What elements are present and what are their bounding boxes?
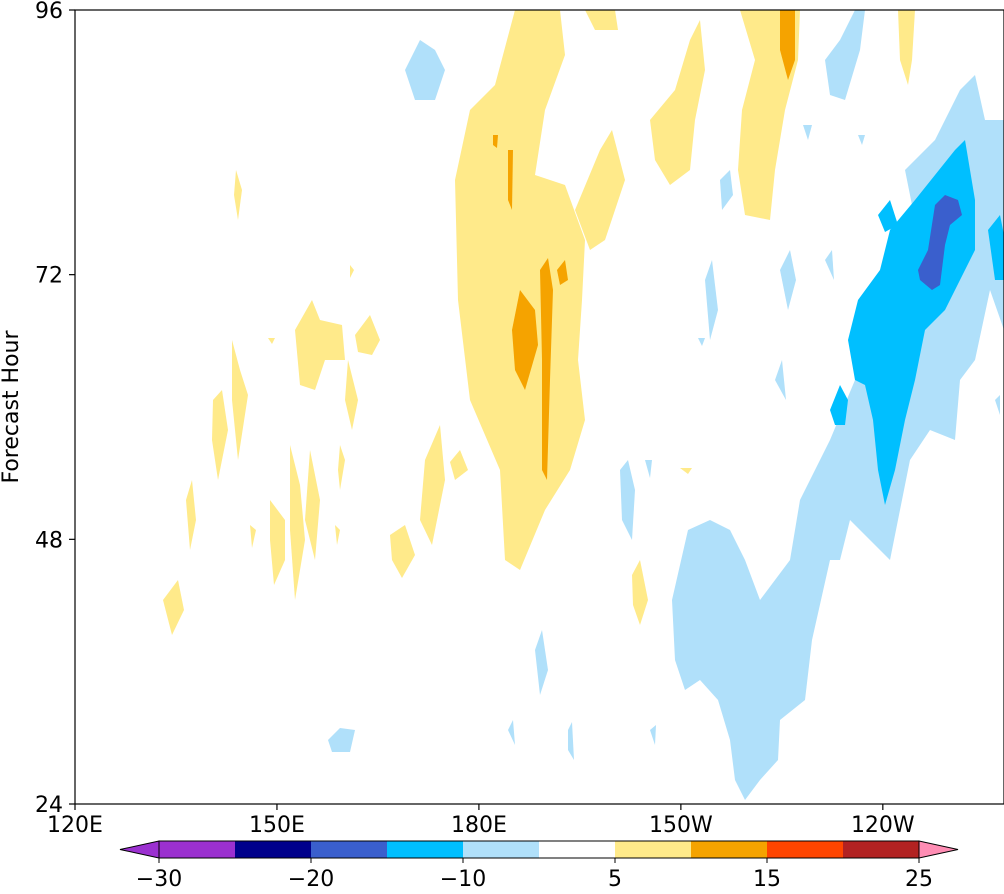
contour-negative-20-15 — [918, 195, 962, 290]
x-tick-label: 120E — [47, 813, 103, 838]
plot-frame — [74, 9, 1004, 805]
y-tick-label: 24 — [35, 793, 63, 818]
contour-positive-10-15 — [493, 10, 795, 480]
colorbar-bin — [463, 841, 540, 858]
colorbar-bin — [387, 841, 464, 858]
y-tick-label: 96 — [35, 0, 63, 24]
y-axis: 24 48 72 96 — [35, 0, 75, 818]
colorbar-bin — [843, 841, 920, 858]
colorbar-bin — [691, 841, 768, 858]
colorbar-bin — [615, 841, 692, 858]
y-tick-label: 72 — [35, 264, 63, 289]
colorbar-tick-label: −20 — [288, 867, 334, 892]
contour-positive-5-10 — [163, 10, 915, 635]
colorbar-tick-label: −10 — [440, 867, 486, 892]
y-tick-label: 48 — [35, 528, 63, 553]
colorbar: −30 −20 −10 5 15 25 — [119, 840, 959, 892]
colorbar-tick-label: 15 — [753, 867, 781, 892]
colorbar-bin — [235, 841, 312, 858]
colorbar-bin — [767, 841, 844, 858]
contour-fills — [163, 10, 1004, 800]
colorbar-tick-label: 5 — [608, 867, 622, 892]
colorbar-extend-min — [119, 840, 160, 859]
x-tick-label: 120W — [851, 813, 915, 838]
colorbar-tick-label: 25 — [905, 867, 933, 892]
colorbar-bin — [159, 841, 236, 858]
x-axis: 120E 150E 180E 150W 120W — [47, 804, 915, 838]
colorbar-tick-label: −30 — [136, 867, 182, 892]
y-axis-label: Forecast Hour — [0, 330, 24, 484]
x-tick-label: 150W — [649, 813, 713, 838]
x-tick-label: 150E — [249, 813, 305, 838]
colorbar-outline — [158, 840, 920, 859]
x-tick-label: 180E — [451, 813, 507, 838]
colorbar-extend-max — [918, 840, 959, 859]
colorbar-bin — [311, 841, 388, 858]
colorbar-bin — [539, 841, 616, 858]
